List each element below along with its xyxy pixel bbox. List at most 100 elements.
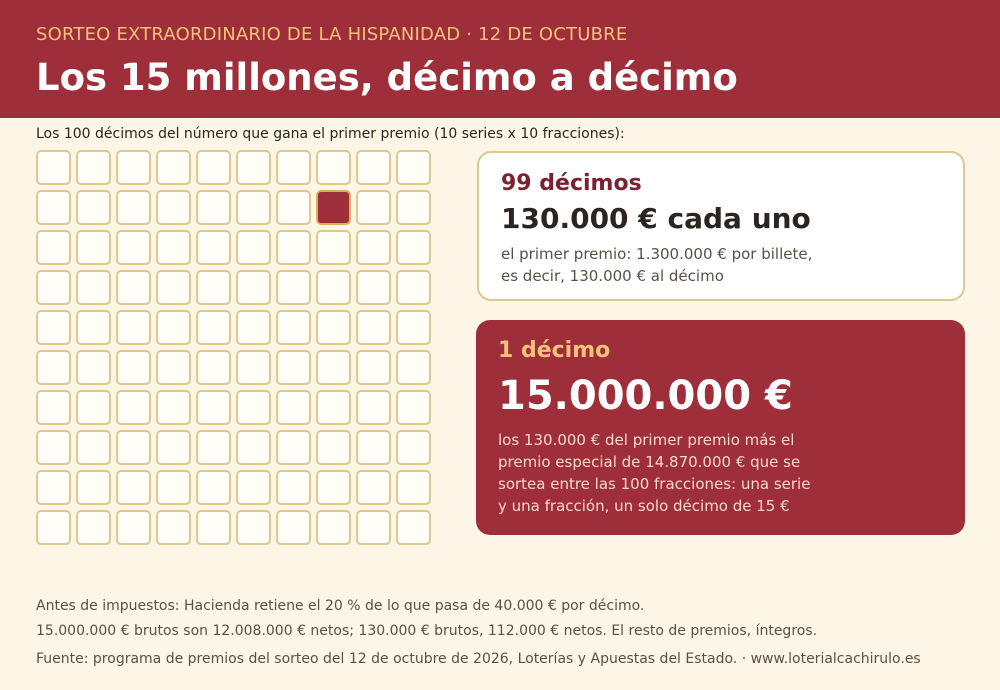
grid-cell — [36, 270, 71, 305]
grid-cell — [356, 150, 391, 185]
grid-cell — [276, 390, 311, 425]
grid-caption: Los 100 décimos del número que gana el p… — [36, 126, 625, 142]
card-label: 1 décimo — [498, 338, 611, 363]
grid-cell — [236, 310, 271, 345]
note-line: el primer premio: 1.300.000 € por billet… — [501, 245, 813, 263]
grid-cell — [396, 350, 431, 385]
grid-cell — [156, 390, 191, 425]
grid-cell — [196, 350, 231, 385]
footer-line: 15.000.000 € brutos son 12.008.000 € net… — [36, 623, 818, 639]
footer-line: Antes de impuestos: Hacienda retiene el … — [36, 598, 645, 614]
note-line: es decir, 130.000 € al décimo — [501, 267, 724, 285]
grid-cell — [316, 270, 351, 305]
grid-cell — [316, 390, 351, 425]
grid-cell — [276, 310, 311, 345]
grid-cell — [76, 230, 111, 265]
grid-cell — [316, 470, 351, 505]
grid-cell — [196, 390, 231, 425]
grid-cell — [156, 470, 191, 505]
grid-cell — [236, 350, 271, 385]
grid-cell — [356, 310, 391, 345]
grid-cell — [356, 230, 391, 265]
grid-cell — [196, 310, 231, 345]
grid-cell — [156, 190, 191, 225]
grid-cell — [316, 510, 351, 545]
grid-cell — [396, 510, 431, 545]
title: Los 15 millones, décimo a décimo — [36, 56, 738, 99]
note-line: premio especial de 14.870.000 € que se — [498, 453, 801, 471]
grid-cell — [156, 430, 191, 465]
note-line: los 130.000 € del primer premio más el — [498, 431, 795, 449]
grid-cell — [36, 190, 71, 225]
grid-cell — [116, 510, 151, 545]
grid-cell — [196, 150, 231, 185]
grid-cell — [236, 470, 271, 505]
grid-cell — [356, 430, 391, 465]
card-amount: 130.000 € cada uno — [501, 202, 811, 235]
grid-cell — [36, 390, 71, 425]
grid-cell — [316, 150, 351, 185]
grid-cell — [196, 190, 231, 225]
grid-cell — [276, 510, 311, 545]
grid-cell — [236, 190, 271, 225]
grid-cell — [156, 350, 191, 385]
grid-cell — [76, 430, 111, 465]
grid-cell — [276, 190, 311, 225]
grid-cell — [196, 470, 231, 505]
grid-cell — [36, 150, 71, 185]
grid-cell — [196, 510, 231, 545]
grid-cell — [156, 270, 191, 305]
grid-cell — [276, 470, 311, 505]
grid-cell — [76, 470, 111, 505]
grid-cell — [236, 230, 271, 265]
grid-cell — [356, 190, 391, 225]
grid-cell — [116, 190, 151, 225]
grid-cell — [236, 390, 271, 425]
grid-cell — [276, 270, 311, 305]
grid-cell — [316, 310, 351, 345]
grid-cell — [156, 510, 191, 545]
note-line: y una fracción, un solo décimo de 15 € — [498, 497, 790, 515]
grid-cell — [396, 390, 431, 425]
grid-cell — [76, 270, 111, 305]
grid-cell — [316, 430, 351, 465]
grid-cell — [236, 270, 271, 305]
grid-cell — [76, 310, 111, 345]
grid-cell — [276, 230, 311, 265]
grid-cell — [276, 430, 311, 465]
card-amount: 15.000.000 € — [498, 373, 793, 419]
grid-cell — [156, 230, 191, 265]
grid-cell — [76, 190, 111, 225]
card: 99 décimos 130.000 € cada uno el primer … — [477, 151, 965, 301]
grid-cell — [196, 230, 231, 265]
card: 1 décimo 15.000.000 € los 130.000 € del … — [476, 320, 965, 535]
grid-cell — [236, 510, 271, 545]
grid-cell — [36, 470, 71, 505]
grid-cell — [396, 310, 431, 345]
grid-cell — [76, 390, 111, 425]
note-line: sortea entre las 100 fracciones: una ser… — [498, 475, 811, 493]
grid-cell — [396, 190, 431, 225]
decimo-grid — [36, 150, 436, 550]
grid-cell — [276, 150, 311, 185]
grid-cell — [116, 230, 151, 265]
grid-cell — [116, 310, 151, 345]
grid-cell — [356, 270, 391, 305]
kicker: SORTEO EXTRAORDINARIO DE LA HISPANIDAD ·… — [36, 24, 628, 45]
grid-cell — [356, 350, 391, 385]
footer-line: Fuente: programa de premios del sorteo d… — [36, 651, 921, 667]
grid-cell — [116, 430, 151, 465]
grid-cell — [76, 150, 111, 185]
grid-cell — [36, 510, 71, 545]
grid-cell — [116, 150, 151, 185]
grid-cell — [36, 310, 71, 345]
grid-cell — [116, 470, 151, 505]
grid-cell — [396, 150, 431, 185]
grid-cell — [196, 430, 231, 465]
grid-cell — [76, 510, 111, 545]
grid-cell — [356, 390, 391, 425]
grid-cell — [196, 270, 231, 305]
grid-cell — [316, 190, 351, 225]
grid-cell — [36, 350, 71, 385]
